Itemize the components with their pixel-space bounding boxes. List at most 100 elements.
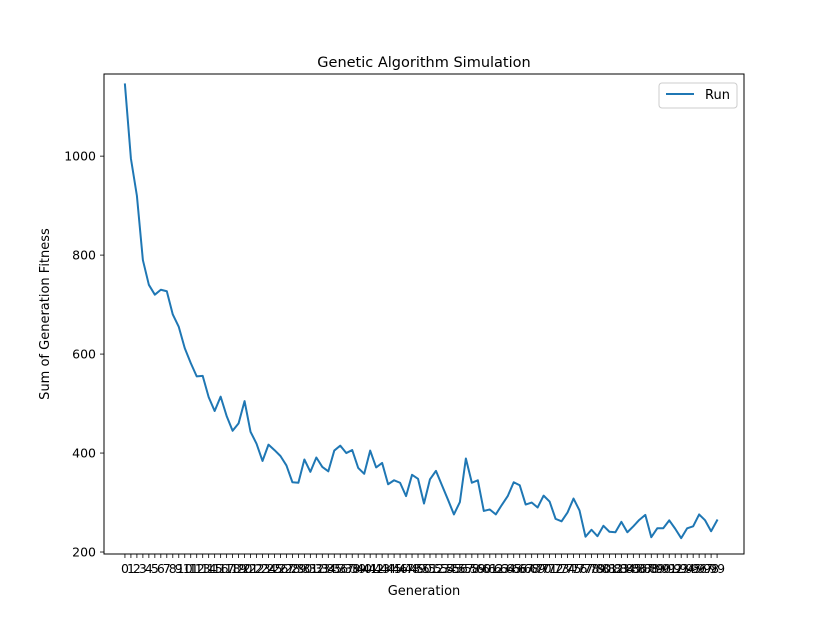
x-tick-label: 54: [440, 561, 456, 576]
x-tick-label: 78: [584, 561, 600, 576]
x-tick-label: 38: [344, 561, 360, 576]
x-tick-label: 4: [145, 561, 153, 576]
x-tick-label: 74: [560, 561, 576, 576]
x-tick-label: 99: [709, 561, 725, 576]
x-tick-label: 84: [619, 561, 635, 576]
x-tick-label: 87: [637, 561, 653, 576]
x-tick-label: 85: [625, 561, 641, 576]
x-tick-label: 76: [572, 561, 588, 576]
x-tick-label: 46: [392, 561, 408, 576]
x-tick-label: 11: [183, 561, 199, 576]
x-tick-label: 97: [697, 561, 713, 576]
x-tick-label: 89: [649, 561, 665, 576]
x-tick-label: 88: [643, 561, 659, 576]
x-tick-label: 31: [302, 561, 318, 576]
x-tick-label: 53: [434, 561, 450, 576]
x-tick-label: 35: [326, 561, 342, 576]
x-tick-label: 81: [601, 561, 617, 576]
x-tick-label: 61: [482, 561, 498, 576]
x-tick-label: 62: [488, 561, 504, 576]
x-tick-label: 96: [691, 561, 707, 576]
y-tick-label: 800: [72, 248, 96, 263]
y-tick-label: 400: [72, 446, 96, 461]
x-tick-label: 24: [261, 561, 277, 576]
x-tick-label: 58: [464, 561, 480, 576]
x-tick-label: 64: [500, 561, 516, 576]
x-tick-label: 15: [207, 561, 223, 576]
x-axis-ticks: 0123456789101112131415161718192021222324…: [121, 554, 725, 576]
x-tick-label: 22: [249, 561, 265, 576]
x-tick-label: 36: [332, 561, 348, 576]
x-tick-label: 80: [595, 561, 611, 576]
x-tick-label: 9: [175, 561, 183, 576]
x-tick-label: 17: [219, 561, 235, 576]
x-tick-label: 42: [368, 561, 384, 576]
x-tick-label: 27: [278, 561, 294, 576]
x-tick-label: 51: [422, 561, 438, 576]
x-tick-label: 68: [524, 561, 540, 576]
x-tick-label: 10: [177, 561, 193, 576]
x-tick-label: 14: [201, 561, 217, 576]
x-tick-label: 6: [157, 561, 165, 576]
x-tick-label: 25: [267, 561, 283, 576]
x-tick-label: 5: [151, 561, 159, 576]
x-tick-label: 83: [613, 561, 629, 576]
x-tick-label: 33: [314, 561, 330, 576]
x-tick-label: 90: [655, 561, 671, 576]
x-tick-label: 47: [398, 561, 414, 576]
x-tick-label: 16: [213, 561, 229, 576]
x-tick-label: 32: [308, 561, 324, 576]
plot-frame: [103, 73, 745, 555]
x-tick-label: 91: [661, 561, 677, 576]
x-tick-label: 50: [416, 561, 432, 576]
x-tick-label: 52: [428, 561, 444, 576]
x-tick-label: 73: [554, 561, 570, 576]
x-tick-label: 12: [189, 561, 205, 576]
x-tick-label: 92: [667, 561, 683, 576]
x-tick-label: 48: [404, 561, 420, 576]
x-tick-label: 56: [452, 561, 468, 576]
chart-title: Genetic Algorithm Simulation: [317, 55, 530, 71]
x-tick-label: 93: [673, 561, 689, 576]
x-tick-label: 40: [356, 561, 372, 576]
x-tick-label: 18: [225, 561, 241, 576]
x-tick-label: 72: [548, 561, 564, 576]
x-tick-label: 26: [272, 561, 288, 576]
y-tick-label: 600: [72, 347, 96, 362]
legend: Run: [658, 82, 738, 109]
x-tick-label: 37: [338, 561, 354, 576]
x-tick-label: 28: [284, 561, 300, 576]
x-tick-label: 57: [458, 561, 474, 576]
x-tick-label: 41: [362, 561, 378, 576]
x-tick-label: 59: [470, 561, 486, 576]
x-tick-label: 82: [607, 561, 623, 576]
legend-box: [658, 82, 738, 109]
x-tick-label: 0: [121, 561, 129, 576]
x-tick-label: 2: [133, 561, 141, 576]
y-axis-ticks: 200 400 600 800 1000: [64, 149, 104, 560]
x-tick-label: 95: [685, 561, 701, 576]
x-tick-label: 65: [506, 561, 522, 576]
x-tick-label: 77: [578, 561, 594, 576]
x-tick-label: 94: [679, 561, 695, 576]
x-tick-label: 67: [518, 561, 534, 576]
x-tick-label: 49: [410, 561, 426, 576]
x-tick-label: 29: [290, 561, 306, 576]
y-tick-label: 200: [72, 545, 96, 560]
x-tick-label: 66: [512, 561, 528, 576]
x-tick-label: 79: [590, 561, 606, 576]
x-tick-label: 23: [255, 561, 271, 576]
x-tick-label: 45: [386, 561, 402, 576]
x-tick-label: 75: [566, 561, 582, 576]
x-tick-label: 21: [243, 561, 259, 576]
y-axis-label: Sum of Generation Fitness: [38, 228, 53, 400]
legend-label-run: Run: [705, 88, 730, 103]
x-tick-label: 43: [374, 561, 390, 576]
x-tick-label: 86: [631, 561, 647, 576]
x-tick-label: 44: [380, 561, 396, 576]
x-tick-label: 3: [139, 561, 147, 576]
x-tick-label: 20: [237, 561, 253, 576]
x-tick-label: 98: [703, 561, 719, 576]
x-tick-label: 63: [494, 561, 510, 576]
